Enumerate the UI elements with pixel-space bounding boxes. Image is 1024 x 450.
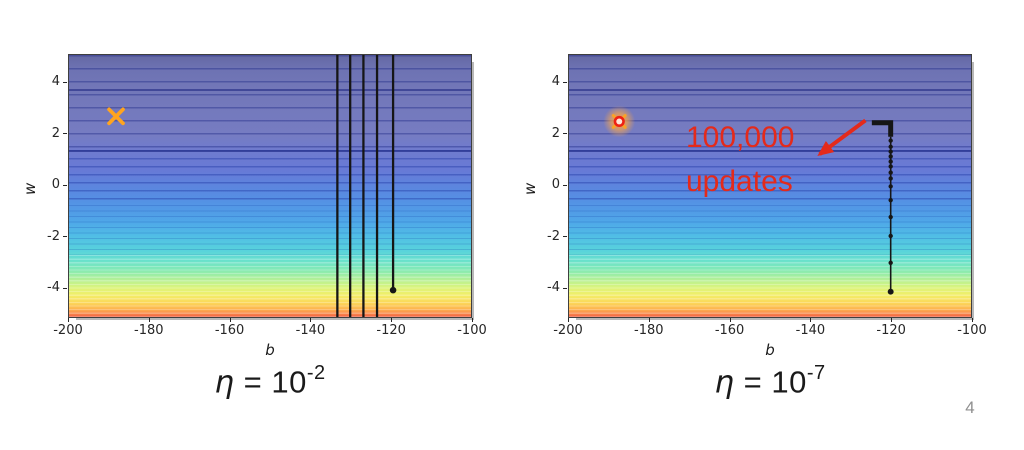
- gd-start-point: [887, 288, 894, 295]
- x-tick-mark: [148, 318, 150, 322]
- x-tick-label: -120: [876, 323, 906, 338]
- x-tick-label: -100: [457, 323, 487, 338]
- gradient-descent-path-layer: [107, 55, 397, 317]
- gd-path-point: [888, 159, 893, 164]
- gradient-descent-path-layer: [603, 105, 894, 295]
- x-tick-label: -140: [295, 323, 326, 338]
- x-tick-mark: [972, 318, 973, 322]
- y-tick-mark: [63, 236, 67, 238]
- gd-path-point: [888, 176, 893, 181]
- gd-path-point: [888, 184, 893, 189]
- gd-path-point: [888, 164, 893, 169]
- gd-path-point: [888, 233, 893, 239]
- learning-rate-caption-right: η = 10-7: [568, 362, 972, 401]
- y-tick-label: -2: [47, 228, 60, 244]
- gd-path-top-hook: [871, 120, 894, 137]
- plot-area: [68, 54, 472, 318]
- y-tick-label: 2: [51, 125, 60, 141]
- contour-lines-band: [569, 150, 971, 205]
- y-tick-mark: [563, 81, 567, 83]
- y-tick-mark: [63, 81, 67, 83]
- x-tick-label: -120: [376, 323, 406, 338]
- x-tick-mark: [391, 318, 393, 322]
- y-tick-mark: [563, 287, 567, 289]
- x-tick-mark: [472, 318, 473, 322]
- x-tick-mark: [310, 318, 312, 322]
- updates-annotation-line2: updates: [686, 165, 793, 198]
- minimum-marker-ring: [613, 115, 625, 128]
- x-axis-label: b: [765, 341, 775, 359]
- x-tick-mark: [229, 318, 231, 322]
- contour-boundary-line: [69, 89, 471, 91]
- y-tick-mark: [563, 133, 567, 135]
- contour-lines-band: [569, 205, 971, 255]
- page-number: 4: [965, 398, 975, 417]
- gd-path-point: [888, 214, 893, 220]
- y-axis-label: w: [521, 182, 539, 195]
- y-tick-mark: [563, 184, 567, 186]
- y-tick-label: -4: [47, 280, 60, 296]
- x-tick-label: -180: [634, 323, 664, 338]
- x-tick-label: -200: [53, 323, 83, 338]
- gd-path-point: [888, 170, 893, 175]
- gd-path-point: [888, 149, 893, 154]
- caption-exponent: -2: [306, 362, 326, 384]
- y-tick-label: -4: [547, 280, 560, 296]
- updates-annotation-line1: 100,000: [686, 121, 795, 154]
- plot-area: [568, 54, 972, 318]
- y-tick-mark: [63, 287, 67, 289]
- caption-base: = 10: [734, 364, 807, 400]
- y-axis-label: w: [21, 182, 39, 195]
- x-marker-stroke: [107, 107, 125, 126]
- contour-plot-right: -200 -180 -160 -140 -120 -100 4 2 0 -2 -4 b w 100…: [521, 54, 987, 400]
- x-tick-mark: [891, 318, 893, 322]
- gd-start-point: [389, 286, 397, 294]
- y-tick-label: 2: [551, 125, 560, 141]
- x-tick-label: -160: [214, 323, 245, 338]
- learning-rate-caption-left: η = 10-2: [68, 362, 472, 401]
- contour-lines-band: [569, 55, 971, 150]
- contour-boundary-line: [69, 150, 471, 152]
- caption-base: = 10: [234, 364, 307, 400]
- x-tick-label: -200: [553, 323, 583, 338]
- contour-lines-band: [69, 55, 471, 150]
- x-tick-label: -140: [795, 323, 826, 338]
- x-tick-mark: [810, 318, 812, 322]
- x-tick-label: -100: [957, 323, 987, 338]
- y-tick-label: -2: [547, 228, 560, 244]
- caption-exponent: -7: [806, 362, 826, 384]
- x-tick-mark: [729, 318, 731, 322]
- annotation-arrow: [817, 118, 867, 156]
- x-tick-mark: [568, 318, 569, 322]
- contour-lines-band: [569, 255, 971, 317]
- gd-path-point: [888, 154, 893, 159]
- y-tick-mark: [63, 184, 67, 186]
- contour-plot-left: -200 -180 -160 -140 -120 -100 4 2 0 -2 -4 b w η =…: [21, 54, 487, 400]
- contour-boundary-line: [569, 89, 971, 91]
- y-tick-mark: [63, 133, 67, 135]
- x-tick-mark: [648, 318, 650, 322]
- gd-path-point: [888, 144, 893, 149]
- contour-boundary-line: [569, 150, 971, 152]
- gd-path-point: [888, 260, 893, 265]
- x-tick-mark: [68, 318, 69, 322]
- y-tick-label: 4: [551, 74, 560, 90]
- contour-lines-band: [69, 205, 471, 255]
- eta-symbol: η: [714, 364, 735, 401]
- gd-path-point: [888, 198, 893, 203]
- updates-annotation: 100,000 updates: [686, 116, 794, 204]
- y-tick-label: 4: [51, 74, 60, 90]
- gd-path-point: [888, 138, 893, 143]
- x-axis-label: b: [265, 341, 275, 359]
- x-tick-label: -180: [134, 323, 164, 338]
- contour-lines-band: [69, 150, 471, 205]
- eta-symbol: η: [214, 364, 235, 401]
- contour-lines-band: [69, 255, 471, 317]
- x-tick-label: -160: [714, 323, 745, 338]
- y-tick-mark: [563, 236, 567, 238]
